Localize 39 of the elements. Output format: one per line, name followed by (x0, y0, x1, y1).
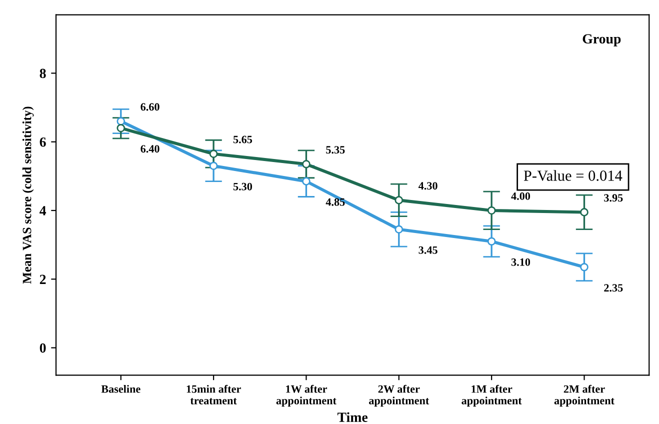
x-tick-label: 2M after appointment (554, 384, 614, 407)
data-label: 4.30 (418, 182, 438, 190)
y-tick-label: 6 (40, 137, 46, 147)
x-axis-title: Time (337, 412, 368, 422)
annotation: Group (582, 34, 621, 46)
point (487, 206, 496, 215)
data-label: 3.95 (604, 194, 623, 202)
point (116, 124, 126, 132)
x-tick-label: 1M after appointment (462, 384, 522, 407)
point (580, 262, 588, 272)
point (487, 237, 496, 246)
y-tick-label: 4 (40, 206, 46, 216)
point (209, 162, 218, 170)
x-tick-label: 2W after appointment (369, 384, 430, 407)
point (394, 225, 404, 234)
y-tick-label: 2 (40, 274, 46, 284)
point (580, 208, 588, 216)
data-label: 5.65 (233, 136, 252, 144)
y-tick-label: 8 (40, 68, 46, 78)
y-axis-title: Mean VAS score (cold sensitivity) (22, 106, 34, 284)
point (394, 196, 404, 204)
point (116, 117, 126, 126)
data-label: 4.85 (326, 198, 345, 206)
x-tick-label: 1W after appointment (276, 384, 336, 407)
annotation: P-Value = 0.014 (524, 170, 622, 181)
point (302, 177, 310, 186)
data-label: 4.00 (511, 192, 530, 200)
y-tick-label: 0 (40, 343, 46, 353)
data-label: 3.10 (511, 258, 530, 266)
point (209, 150, 218, 158)
x-tick-label: Baseline (101, 384, 140, 393)
data-label: 3.45 (418, 246, 438, 254)
data-label: 6.40 (140, 145, 160, 153)
data-label: 5.30 (233, 182, 252, 190)
data-label: 5.35 (326, 146, 345, 154)
point (302, 160, 310, 168)
data-label: 6.60 (140, 103, 160, 111)
x-tick-label: 15min after treatment (186, 384, 241, 404)
data-label: 2.35 (604, 284, 623, 292)
